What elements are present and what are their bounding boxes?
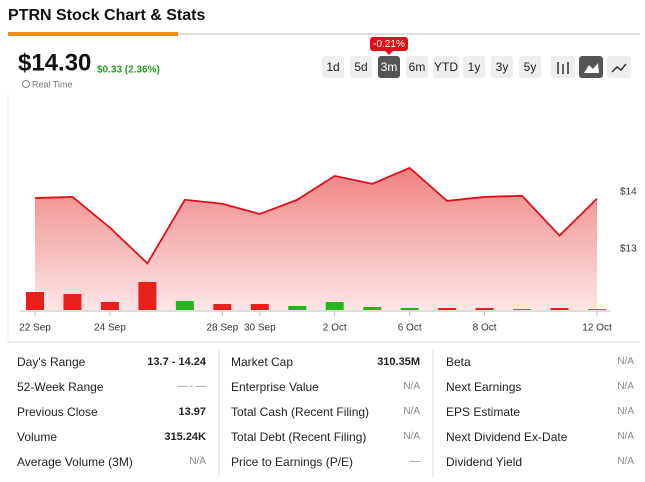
line-icon: [611, 63, 627, 73]
x-tick-label: 2 Oct: [323, 323, 347, 334]
stat-label: Beta: [446, 355, 471, 369]
volume-bar: [363, 307, 382, 310]
volume-bar: [288, 306, 307, 310]
stat-value: N/A: [403, 431, 420, 442]
stat-label: Price to Earnings (P/E): [231, 455, 354, 469]
x-tick-label: 28 Sep: [206, 323, 238, 334]
volume-bar: [250, 304, 269, 310]
x-tick-label: 24 Sep: [94, 323, 126, 334]
volume-bar: [438, 308, 457, 310]
badge-pointer: [385, 51, 393, 55]
stat-label: Average Volume (3M): [17, 455, 133, 469]
status: Real Time: [32, 79, 73, 89]
range-button[interactable]: [519, 56, 541, 78]
volume-bar: [325, 302, 344, 310]
range-label: 1y: [468, 60, 481, 74]
range-label: 1d: [326, 60, 339, 74]
stat-label: Dividend Yield: [446, 455, 523, 469]
range-label: 3m: [381, 60, 398, 74]
stat-label: Total Debt (Recent Filing): [231, 430, 367, 444]
stat-label: EPS Estimate: [446, 405, 521, 419]
candle-icon: [557, 62, 569, 74]
area-icon: [584, 63, 599, 73]
range-button[interactable]: [491, 56, 513, 78]
page-title: PTRN Stock Chart & Stats: [8, 7, 205, 24]
price-area: [35, 167, 597, 310]
stat-value: N/A: [617, 356, 634, 367]
stat-value: N/A: [403, 381, 420, 392]
stat-label: Market Cap: [231, 355, 294, 369]
x-tick-label: 6 Oct: [398, 323, 422, 334]
stat-value: 315.24K: [164, 431, 206, 443]
volume-bar: [588, 309, 606, 310]
price-change: $0.33 (2.36%): [97, 65, 160, 76]
y-tick-label: $14: [620, 186, 637, 197]
stat-label: Enterprise Value: [231, 380, 319, 394]
stat-value: N/A: [617, 431, 634, 442]
stat-value: N/A: [617, 381, 634, 392]
range-change-badge: [370, 37, 408, 51]
x-tick-label: 30 Sep: [244, 323, 276, 334]
stat-label: Previous Close: [17, 405, 98, 419]
x-tick-label: 12 Oct: [582, 323, 612, 334]
volume-bar: [400, 308, 419, 310]
range-label: 6m: [409, 60, 426, 74]
stat-label: Day's Range: [17, 355, 86, 369]
range-label: YTD: [434, 60, 458, 74]
stat-label: Next Earnings: [446, 380, 522, 394]
range-button[interactable]: [463, 56, 485, 78]
range-button[interactable]: [406, 56, 428, 78]
stat-label: Total Cash (Recent Filing): [231, 405, 370, 419]
title-rule: [8, 33, 640, 35]
title-accent: [8, 32, 178, 36]
range-label: 3y: [496, 60, 509, 74]
stat-value: — - —: [177, 381, 206, 392]
range-label: 5d: [354, 60, 367, 74]
stat-label: 52-Week Range: [17, 380, 104, 394]
range-button[interactable]: [322, 56, 344, 78]
volume-bar: [550, 308, 569, 310]
stat-value: N/A: [617, 406, 634, 417]
x-tick-label: 8 Oct: [473, 323, 497, 334]
range-button[interactable]: [433, 56, 459, 78]
range-button[interactable]: [350, 56, 372, 78]
stat-value: 13.97: [178, 406, 206, 418]
x-tick-label: 22 Sep: [19, 323, 51, 334]
stat-label: Volume: [17, 430, 58, 444]
stat-value: —: [410, 456, 420, 467]
stat-value: 310.35M: [377, 356, 420, 368]
volume-bar: [513, 309, 532, 310]
volume-bar: [100, 302, 119, 310]
volume-bar: [138, 282, 157, 310]
stat-label: Next Dividend Ex-Date: [446, 430, 568, 444]
volume-bar: [26, 292, 44, 310]
line-chart-button[interactable]: [607, 56, 631, 78]
volume-bar: [63, 294, 82, 310]
y-tick-label: $13: [620, 243, 637, 254]
clock-icon: [22, 80, 30, 88]
volume-bar: [213, 304, 232, 310]
price-line: [34, 166, 598, 265]
volume-bar: [475, 308, 494, 310]
stat-value: N/A: [617, 456, 634, 467]
stat-value: 13.7 - 14.24: [147, 356, 206, 368]
stat-value: N/A: [403, 406, 420, 417]
range-button[interactable]: [378, 56, 400, 78]
range-change: -0.21%: [373, 39, 405, 50]
volume-bar: [175, 301, 194, 310]
stat-value: N/A: [189, 456, 206, 467]
range-label: 5y: [524, 60, 537, 74]
price: $14.30: [18, 49, 91, 76]
